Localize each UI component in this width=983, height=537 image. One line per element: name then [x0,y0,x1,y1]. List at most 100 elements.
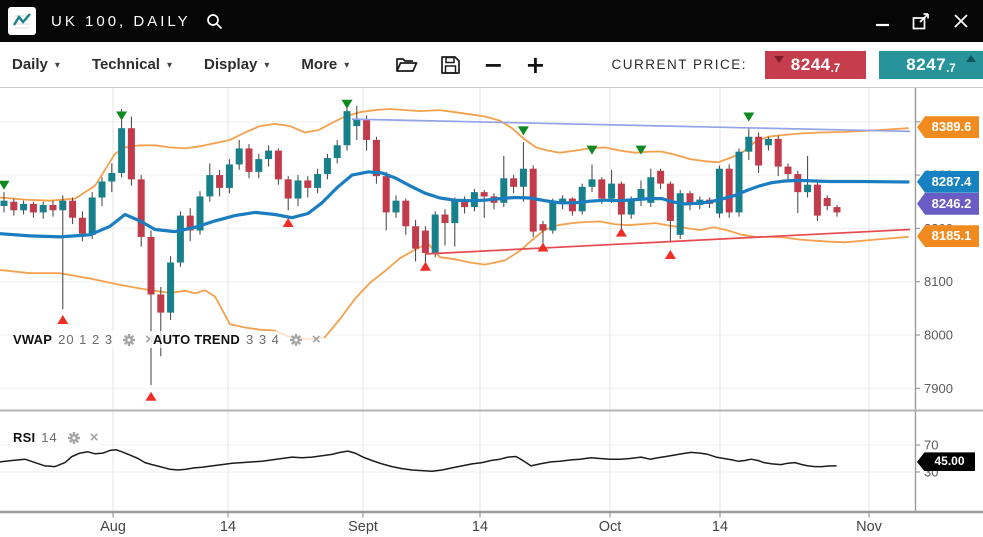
candle-body [725,168,733,213]
time-tick-label: 14 [712,519,728,535]
candle-body [20,203,28,211]
candle-body [323,158,331,175]
candle-body [578,186,586,212]
candle-body [755,136,763,166]
candle-body [833,207,841,213]
chevron-down-icon: ▾ [54,60,60,71]
candle-body [333,145,341,159]
chart-area[interactable]: 8400830082008100800079007030Aug14Sept14O… [0,88,983,537]
sell-price-button[interactable]: 8244 .7 [765,50,866,79]
zoom-in-button[interactable]: + [525,50,546,79]
candle-body [431,214,439,253]
open-folder-button[interactable] [395,55,418,75]
candle-body [314,174,322,188]
rsi-close-icon[interactable]: × [89,429,99,446]
candle-body [78,217,86,234]
rsi-settings-gear-icon[interactable] [67,431,81,445]
sell-signal-triangle [0,180,10,190]
vwap-upper-band-line [0,108,909,202]
candle-body [265,150,273,160]
current-price-label: CURRENT PRICE: [611,57,747,72]
candle-body [49,204,57,211]
candle-body [715,168,723,214]
candle-body [735,151,743,213]
candle-body [225,164,233,188]
autotrend-name: AUTO TREND [153,332,240,347]
sell-price-decimal: .7 [830,62,841,75]
lower-band-tag: 8185.1 [917,225,979,248]
chart-canvas[interactable]: 8400830082008100800079007030Aug14Sept14O… [0,88,983,537]
candle-body [539,224,547,231]
arrow-down-icon [774,55,784,63]
candle-body [647,177,655,203]
save-button[interactable] [440,55,461,75]
vwap-settings-gear-icon[interactable] [122,333,136,347]
candle-body [510,178,518,187]
candle-body [69,200,77,218]
candle-body [88,197,96,235]
autotrend-close-icon[interactable]: × [311,331,321,348]
close-button[interactable] [953,13,969,29]
candle-body [29,203,37,213]
zoom-out-button[interactable]: − [483,53,503,77]
rsi-pane [0,448,837,473]
candle-body [294,180,302,199]
search-icon[interactable] [205,12,224,31]
rsi-indicator-label: RSI 14 × [10,429,102,446]
sell-price-value: 8244 [790,54,831,74]
candle-body [686,193,694,205]
candle-body [637,188,645,200]
chevron-down-icon: ▾ [264,60,270,71]
timeframe-menu[interactable]: Daily ▾ [12,56,60,73]
vwap-params: 20 1 2 3 [58,332,114,347]
candle-body [559,198,567,202]
buy-signal-triangle [419,261,431,271]
candle-body [421,230,429,253]
axis-tick-label: 70 [924,438,938,453]
display-menu[interactable]: Display ▾ [204,56,269,73]
sell-signal-triangle [743,112,755,122]
sell-signal-triangle [341,99,353,109]
buy-signal-triangle [145,391,157,401]
vwap-close-icon[interactable]: × [145,332,154,347]
last-price-tag: 8246.2 [917,192,979,215]
technical-menu-label: Technical [91,56,160,73]
candle-body [657,170,665,184]
candle-body [176,215,184,263]
chart-toolbar: Daily ▾ Technical ▾ Display ▾ More ▾ [0,42,983,88]
candle-body [157,294,165,313]
sell-signal-triangle [586,145,598,155]
candle-body [274,150,282,180]
candle-body [167,262,175,313]
vwap-line [0,170,910,239]
sell-signal-triangle [517,126,529,136]
candle-body [127,128,135,180]
buy-signal-triangle [615,227,627,237]
time-tick-label: Nov [856,519,883,535]
candle-body [363,119,371,140]
sell-signal-triangle [116,111,128,121]
candle-body [676,193,684,235]
more-menu-label: More [301,56,338,73]
candle-body [304,180,312,188]
more-menu[interactable]: More ▾ [301,56,349,73]
popout-button[interactable] [912,12,931,30]
rsi-value-tag: 45.00 [917,452,975,472]
plus-icon: + [525,50,546,79]
buy-price-decimal: .7 [946,62,956,75]
candle-body [206,175,214,197]
candle-body [784,166,792,175]
buy-price-button[interactable]: 8247 .7 [879,50,983,79]
minimize-button[interactable] [875,13,890,29]
technical-menu[interactable]: Technical ▾ [92,56,172,73]
candle-body [804,184,812,193]
time-tick-label: Aug [100,519,126,535]
buy-signal-triangle [664,249,676,259]
autotrend-settings-gear-icon[interactable] [289,333,303,347]
candle-body [549,201,557,231]
auto-trendline [351,118,911,133]
autotrend-params: 3 3 4 [245,332,280,347]
axis-tick-label: 8100 [924,274,953,289]
buy-signal-triangle [57,315,69,325]
candle-body [196,196,204,231]
